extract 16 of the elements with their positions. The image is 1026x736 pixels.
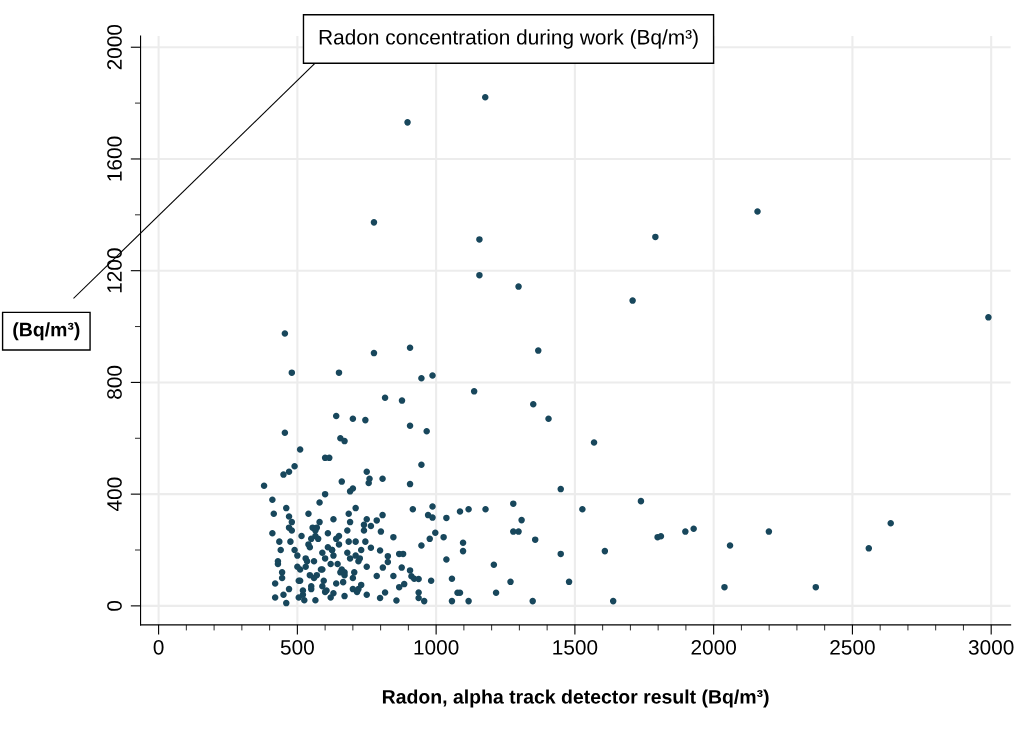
x-tick-label: 3000 — [968, 640, 1014, 655]
x-axis-title: Radon, alpha track detector result (Bq/m³) — [382, 689, 769, 708]
x-tick-label: 2000 — [691, 640, 737, 655]
y-tick-label: 400 — [107, 477, 122, 512]
x-tick-label: 500 — [280, 640, 314, 655]
y-axis-title: (Bq/m³) — [13, 322, 80, 341]
x-tick-label: 1000 — [414, 640, 459, 655]
x-tick-label: 2500 — [830, 640, 875, 655]
chart-title: Radon concentration during work (Bq/m³) — [319, 29, 698, 49]
y-tick-label: 1200 — [107, 248, 122, 293]
y-tick-label: 800 — [107, 365, 122, 399]
y-tick-label: 1600 — [107, 136, 122, 181]
y-tick-label: 2000 — [107, 24, 122, 70]
x-tick-label: 0 — [153, 640, 164, 655]
y-tick-label: 0 — [107, 600, 122, 611]
x-tick-label: 1500 — [553, 640, 598, 655]
